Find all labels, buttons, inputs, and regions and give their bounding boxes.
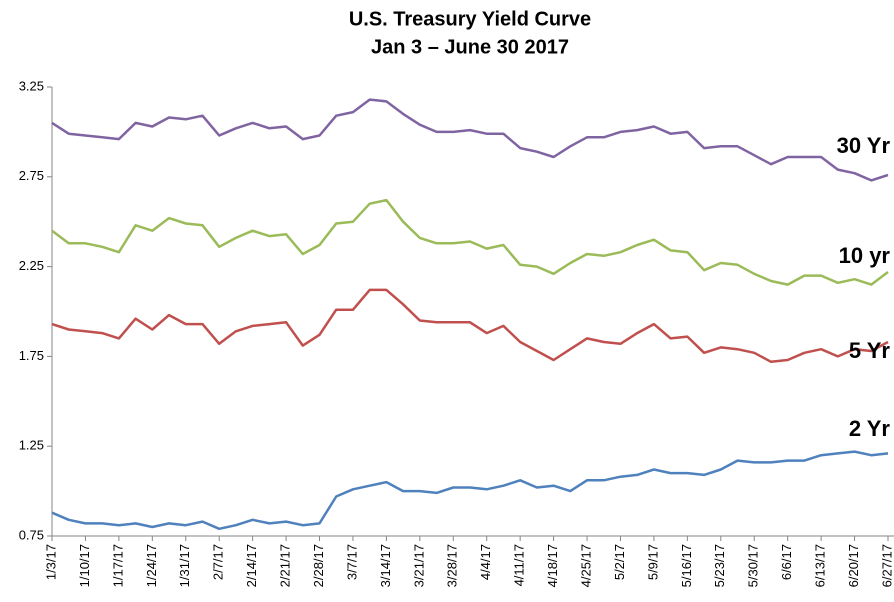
x-tick-label: 3/14/17: [378, 544, 393, 587]
x-tick-label: 1/10/17: [77, 544, 92, 587]
x-tick-label: 4/18/17: [545, 544, 560, 587]
x-tick-label: 1/24/17: [144, 544, 159, 587]
series-label: 5 Yr: [849, 338, 891, 363]
y-tick-label: 0.75: [19, 527, 44, 542]
x-tick-label: 6/27/17: [879, 544, 894, 587]
x-tick-label: 1/31/17: [177, 544, 192, 587]
y-tick-label: 3.25: [19, 78, 44, 93]
x-tick-label: 1/17/17: [110, 544, 125, 587]
series-label: 2 Yr: [849, 416, 891, 441]
chart-title: U.S. Treasury Yield Curve: [349, 8, 591, 30]
x-tick-label: 5/16/17: [679, 544, 694, 587]
x-tick-label: 6/6/17: [779, 544, 794, 580]
series-label: 10 yr: [839, 243, 891, 268]
chart-subtitle: Jan 3 – June 30 2017: [371, 36, 569, 58]
series-label: 30 Yr: [837, 133, 891, 158]
x-tick-label: 5/2/17: [612, 544, 627, 580]
x-tick-label: 5/23/17: [712, 544, 727, 587]
x-tick-label: 4/25/17: [578, 544, 593, 587]
series-line: [51, 450, 889, 531]
x-tick-label: 2/14/17: [244, 544, 259, 587]
series-line: [51, 288, 889, 364]
x-tick-label: 6/20/17: [846, 544, 861, 587]
x-tick-label: 4/4/17: [478, 544, 493, 580]
x-tick-label: 5/30/17: [746, 544, 761, 587]
x-tick-label: 2/21/17: [278, 544, 293, 587]
x-tick-label: 1/3/17: [43, 544, 58, 580]
x-tick-label: 4/11/17: [512, 544, 527, 586]
y-tick-label: 2.25: [19, 258, 44, 273]
y-tick-label: 1.25: [19, 438, 44, 453]
x-tick-label: 3/28/17: [445, 544, 460, 587]
series-line: [51, 198, 889, 286]
x-tick-label: 2/7/17: [211, 544, 226, 580]
x-tick-label: 3/21/17: [411, 544, 426, 587]
x-tick-label: 3/7/17: [344, 544, 359, 580]
series-line: [51, 98, 889, 182]
x-tick-label: 5/9/17: [645, 544, 660, 580]
y-tick-label: 2.75: [19, 168, 44, 183]
x-tick-label: 6/13/17: [813, 544, 828, 587]
x-tick-label: 2/28/17: [311, 544, 326, 587]
y-tick-label: 1.75: [19, 348, 44, 363]
